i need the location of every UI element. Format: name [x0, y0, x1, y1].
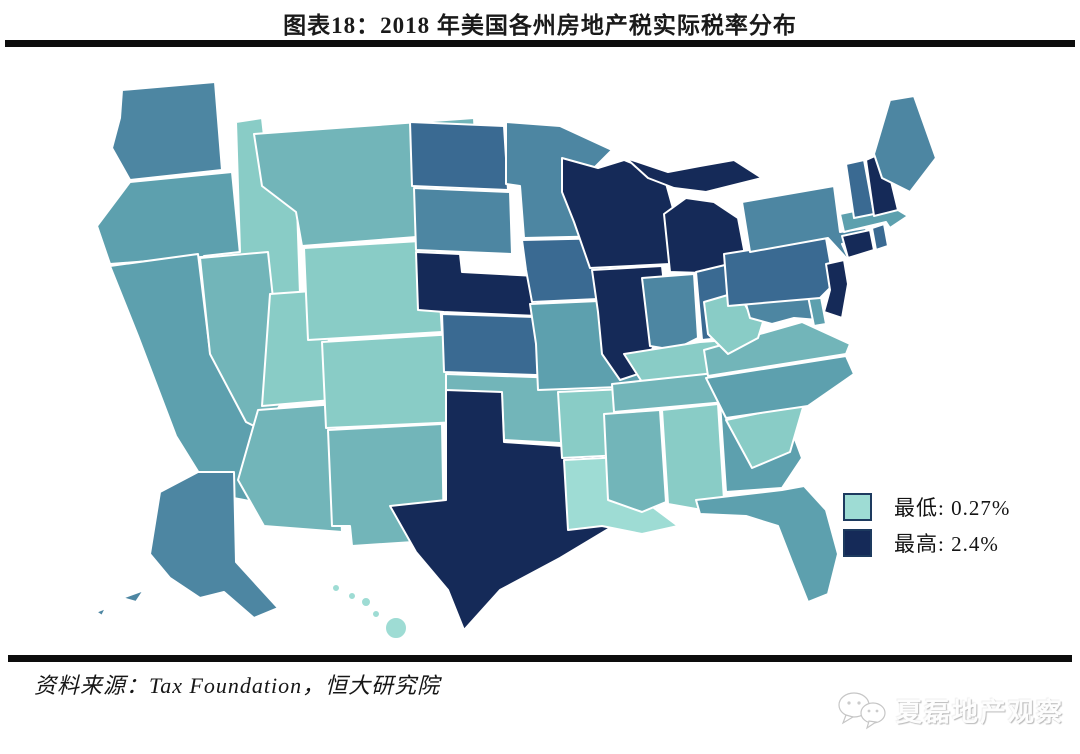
legend-label-low: 最低: 0.27%	[894, 496, 1011, 520]
legend-swatch-low	[843, 493, 872, 521]
state-oregon	[96, 171, 241, 265]
state-connecticut	[841, 229, 875, 259]
state-indiana	[641, 273, 699, 351]
hawaii-island-1	[331, 583, 341, 593]
hawaii-island-2	[347, 591, 357, 601]
legend-label-high: 最高: 2.4%	[894, 532, 999, 556]
wechat-icon	[838, 692, 886, 730]
state-nebraska	[415, 251, 539, 317]
legend-row-high: 最高: 2.4%	[843, 528, 1010, 558]
state-north-carolina	[705, 355, 855, 419]
hawaii-island-4	[371, 609, 381, 619]
state-alaska-aleutians-tip	[95, 607, 107, 617]
source-note: 资料来源：Tax Foundation，恒大研究院	[34, 673, 441, 698]
map-legend: 最低: 0.27% 最高: 2.4%	[843, 492, 1010, 564]
state-florida	[695, 485, 839, 603]
state-arizona	[237, 403, 343, 533]
state-hawaii	[331, 583, 408, 640]
state-alaska	[95, 471, 279, 619]
state-alaska-aleutians	[121, 589, 145, 603]
state-rhode-island	[871, 223, 889, 251]
chart-title: 图表18：2018 年美国各州房地产税实际税率分布	[283, 13, 797, 38]
state-michigan-upper-peninsula	[625, 157, 763, 193]
legend-swatch-high	[843, 529, 872, 557]
top-divider	[5, 40, 1075, 47]
watermark: 夏磊地产观察	[836, 690, 1064, 730]
state-new-jersey	[823, 259, 849, 319]
state-alaska-mainland	[149, 471, 279, 619]
state-south-dakota	[413, 187, 513, 255]
state-virginia	[703, 321, 851, 377]
state-colorado	[321, 333, 461, 429]
hawaii-big-island	[384, 616, 408, 640]
bottom-divider	[8, 655, 1072, 662]
state-north-dakota	[409, 121, 509, 191]
state-washington	[111, 81, 223, 181]
state-maine	[873, 95, 937, 193]
state-mississippi	[603, 409, 667, 513]
legend-row-low: 最低: 0.27%	[843, 492, 1010, 522]
hawaii-island-3	[360, 596, 372, 608]
state-alabama	[661, 403, 725, 511]
watermark-text: 夏磊地产观察	[895, 697, 1064, 727]
